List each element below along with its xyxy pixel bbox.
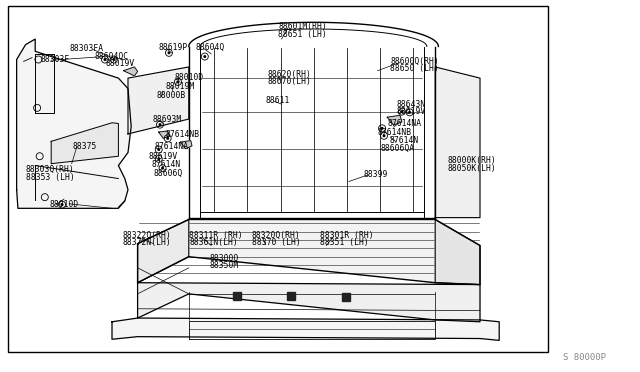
Text: 88693M: 88693M <box>152 115 182 124</box>
Text: 88361N(LH): 88361N(LH) <box>189 238 238 247</box>
Text: 87614NA: 87614NA <box>155 142 189 151</box>
Text: 88651 (LH): 88651 (LH) <box>278 30 327 39</box>
Text: 88019V: 88019V <box>106 60 135 68</box>
Circle shape <box>204 55 206 58</box>
Circle shape <box>159 123 161 126</box>
Bar <box>287 292 295 300</box>
Text: 88375: 88375 <box>72 142 97 151</box>
Text: 88606QA: 88606QA <box>381 144 415 153</box>
Polygon shape <box>387 115 402 125</box>
Circle shape <box>166 137 169 140</box>
Circle shape <box>161 167 164 170</box>
Polygon shape <box>138 283 480 322</box>
Circle shape <box>113 58 115 61</box>
Text: 88619P: 88619P <box>159 43 188 52</box>
Polygon shape <box>112 318 499 340</box>
Text: 88619V: 88619V <box>397 107 426 116</box>
Text: 88643N: 88643N <box>397 100 426 109</box>
Text: 88010D: 88010D <box>49 200 79 209</box>
Text: 88619V: 88619V <box>148 152 178 161</box>
Text: 88303FA: 88303FA <box>69 44 103 53</box>
Circle shape <box>408 111 411 114</box>
Text: 88320Q(RH): 88320Q(RH) <box>252 231 300 240</box>
Polygon shape <box>180 141 192 149</box>
Polygon shape <box>51 123 118 164</box>
Text: 88650 (LH): 88650 (LH) <box>390 64 439 73</box>
Text: 87614NB: 87614NB <box>165 130 199 139</box>
Text: 87614N: 87614N <box>151 160 180 169</box>
Text: 88399: 88399 <box>364 170 388 179</box>
Polygon shape <box>128 67 189 134</box>
Text: 87614N: 87614N <box>389 136 419 145</box>
Text: 88611: 88611 <box>266 96 290 105</box>
Text: 88601M(RH): 88601M(RH) <box>278 22 327 31</box>
Text: 88370 (LH): 88370 (LH) <box>252 238 300 247</box>
Bar <box>342 293 349 301</box>
Text: 88300Q: 88300Q <box>210 254 239 263</box>
Circle shape <box>177 80 179 83</box>
Text: 87614NB: 87614NB <box>378 128 412 137</box>
Text: 88604Q: 88604Q <box>195 43 225 52</box>
Text: 88372N(LH): 88372N(LH) <box>123 238 172 247</box>
Text: 88000B: 88000B <box>157 92 186 100</box>
Polygon shape <box>138 219 189 283</box>
Polygon shape <box>435 219 480 285</box>
Text: 88322Q(RH): 88322Q(RH) <box>123 231 172 240</box>
Circle shape <box>381 127 383 130</box>
Text: 87614NA: 87614NA <box>387 119 421 128</box>
Circle shape <box>157 148 160 151</box>
Text: S 80000P: S 80000P <box>563 353 606 362</box>
Text: 88350M: 88350M <box>210 262 239 270</box>
Text: 88353 (LH): 88353 (LH) <box>26 173 74 182</box>
Polygon shape <box>435 67 480 218</box>
Text: 88351 (LH): 88351 (LH) <box>320 238 369 247</box>
Circle shape <box>401 110 403 113</box>
Text: 88019M: 88019M <box>165 82 195 91</box>
Polygon shape <box>17 39 131 208</box>
Bar <box>233 292 241 300</box>
Circle shape <box>383 134 385 137</box>
Circle shape <box>61 203 63 206</box>
Text: 88303F: 88303F <box>40 55 70 64</box>
Bar <box>8 6 548 352</box>
Polygon shape <box>159 131 170 138</box>
Polygon shape <box>124 67 138 76</box>
Polygon shape <box>138 219 480 285</box>
Text: 88000K(RH): 88000K(RH) <box>448 156 497 165</box>
Text: 88600Q(RH): 88600Q(RH) <box>390 57 439 66</box>
Circle shape <box>168 51 170 54</box>
Text: 88604QC: 88604QC <box>95 52 129 61</box>
Circle shape <box>104 58 106 61</box>
Text: 88670(LH): 88670(LH) <box>268 77 312 86</box>
Text: 88301R (RH): 88301R (RH) <box>320 231 374 240</box>
Text: 88010D: 88010D <box>174 73 204 82</box>
Text: 88606Q: 88606Q <box>154 169 183 177</box>
Circle shape <box>157 157 160 160</box>
Text: 88311R (RH): 88311R (RH) <box>189 231 243 240</box>
Text: 88050K(LH): 88050K(LH) <box>448 164 497 173</box>
Text: 88620(RH): 88620(RH) <box>268 70 312 79</box>
Text: 88303Q(RH): 88303Q(RH) <box>26 165 74 174</box>
